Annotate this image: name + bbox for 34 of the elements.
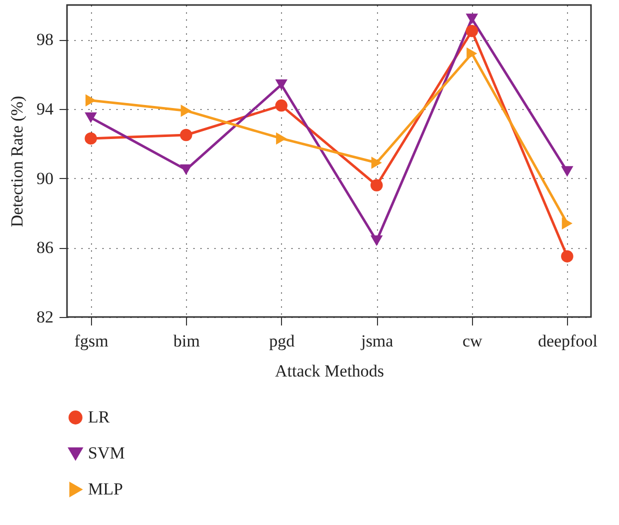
point [180, 164, 192, 175]
x-tick-label: pgd [269, 332, 296, 350]
x-axis-title: Attack Methods [274, 362, 384, 380]
point [466, 47, 478, 60]
y-tick-label: 86 [36, 238, 54, 258]
point [180, 128, 192, 142]
x-tick-label: cw [462, 332, 484, 350]
x-tick-label: fgsm [74, 332, 108, 350]
point [371, 156, 382, 169]
point [86, 94, 96, 106]
point [180, 104, 192, 117]
y-tick-label: 90 [36, 168, 54, 188]
y-tick-label: 94 [36, 100, 54, 118]
point [275, 99, 288, 112]
legend-label: SVM [88, 444, 125, 462]
x-tick-label: bim [173, 332, 200, 350]
y-tick-label: 82 [36, 308, 54, 326]
point [370, 235, 383, 246]
point [84, 132, 97, 145]
x-tick-label: deepfool [538, 332, 598, 350]
point [561, 250, 574, 262]
point [370, 179, 383, 192]
point [276, 132, 287, 145]
legend-label: MLP [88, 480, 123, 498]
x-tick-label: jsma [360, 332, 394, 350]
y-axis-title: Detection Rate (%) [8, 96, 26, 228]
point [275, 79, 288, 90]
point [562, 217, 572, 230]
legend-label: LR [88, 408, 110, 426]
point [561, 166, 574, 177]
point [84, 112, 97, 123]
y-tick-label: 98 [36, 30, 54, 50]
point [466, 24, 478, 38]
point [466, 14, 478, 24]
